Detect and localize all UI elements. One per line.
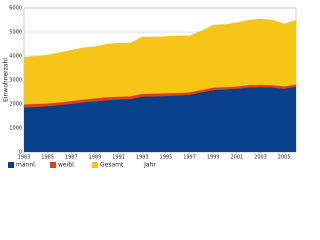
x-tick-label: 1987 bbox=[65, 155, 78, 161]
x-tick-label: 1993 bbox=[136, 155, 149, 161]
x-tick-label: 1989 bbox=[89, 155, 102, 161]
x-axis-label: Jahr bbox=[143, 162, 156, 169]
x-tick-label: 2003 bbox=[254, 155, 267, 161]
y-axis-label: Einwohnerzahl bbox=[3, 58, 10, 102]
legend-swatch bbox=[50, 162, 56, 168]
legend-swatch bbox=[92, 162, 98, 168]
x-tick-label: 1985 bbox=[41, 155, 54, 161]
x-tick-label: 1997 bbox=[183, 155, 196, 161]
legend-label: weibl. bbox=[58, 162, 76, 169]
x-tick-label: 1991 bbox=[112, 155, 125, 161]
x-tick-label: 1995 bbox=[160, 155, 173, 161]
legend-label: Gesamt bbox=[100, 162, 124, 169]
x-tick-label: 2005 bbox=[278, 155, 291, 161]
y-tick-label: 6000 bbox=[9, 6, 22, 12]
y-tick-label: 3000 bbox=[9, 78, 22, 84]
y-tick-label: 0 bbox=[19, 150, 22, 156]
x-tick-label: 2001 bbox=[231, 155, 244, 161]
chart: Einwohnerzahl Jahr 0 1000 2000 3000 4000 5000… bbox=[2, 5, 297, 169]
y-tick-label: 2000 bbox=[9, 102, 22, 108]
y-tick-label: 4000 bbox=[9, 54, 22, 60]
legend-label: männl. bbox=[16, 162, 37, 169]
x-tick-label: 1999 bbox=[207, 155, 220, 161]
legend-swatch bbox=[8, 162, 14, 168]
y-tick-label: 5000 bbox=[9, 30, 22, 36]
area bbox=[24, 86, 296, 152]
y-tick-label: 1000 bbox=[9, 126, 22, 132]
x-tick-label: 1983 bbox=[18, 155, 31, 161]
